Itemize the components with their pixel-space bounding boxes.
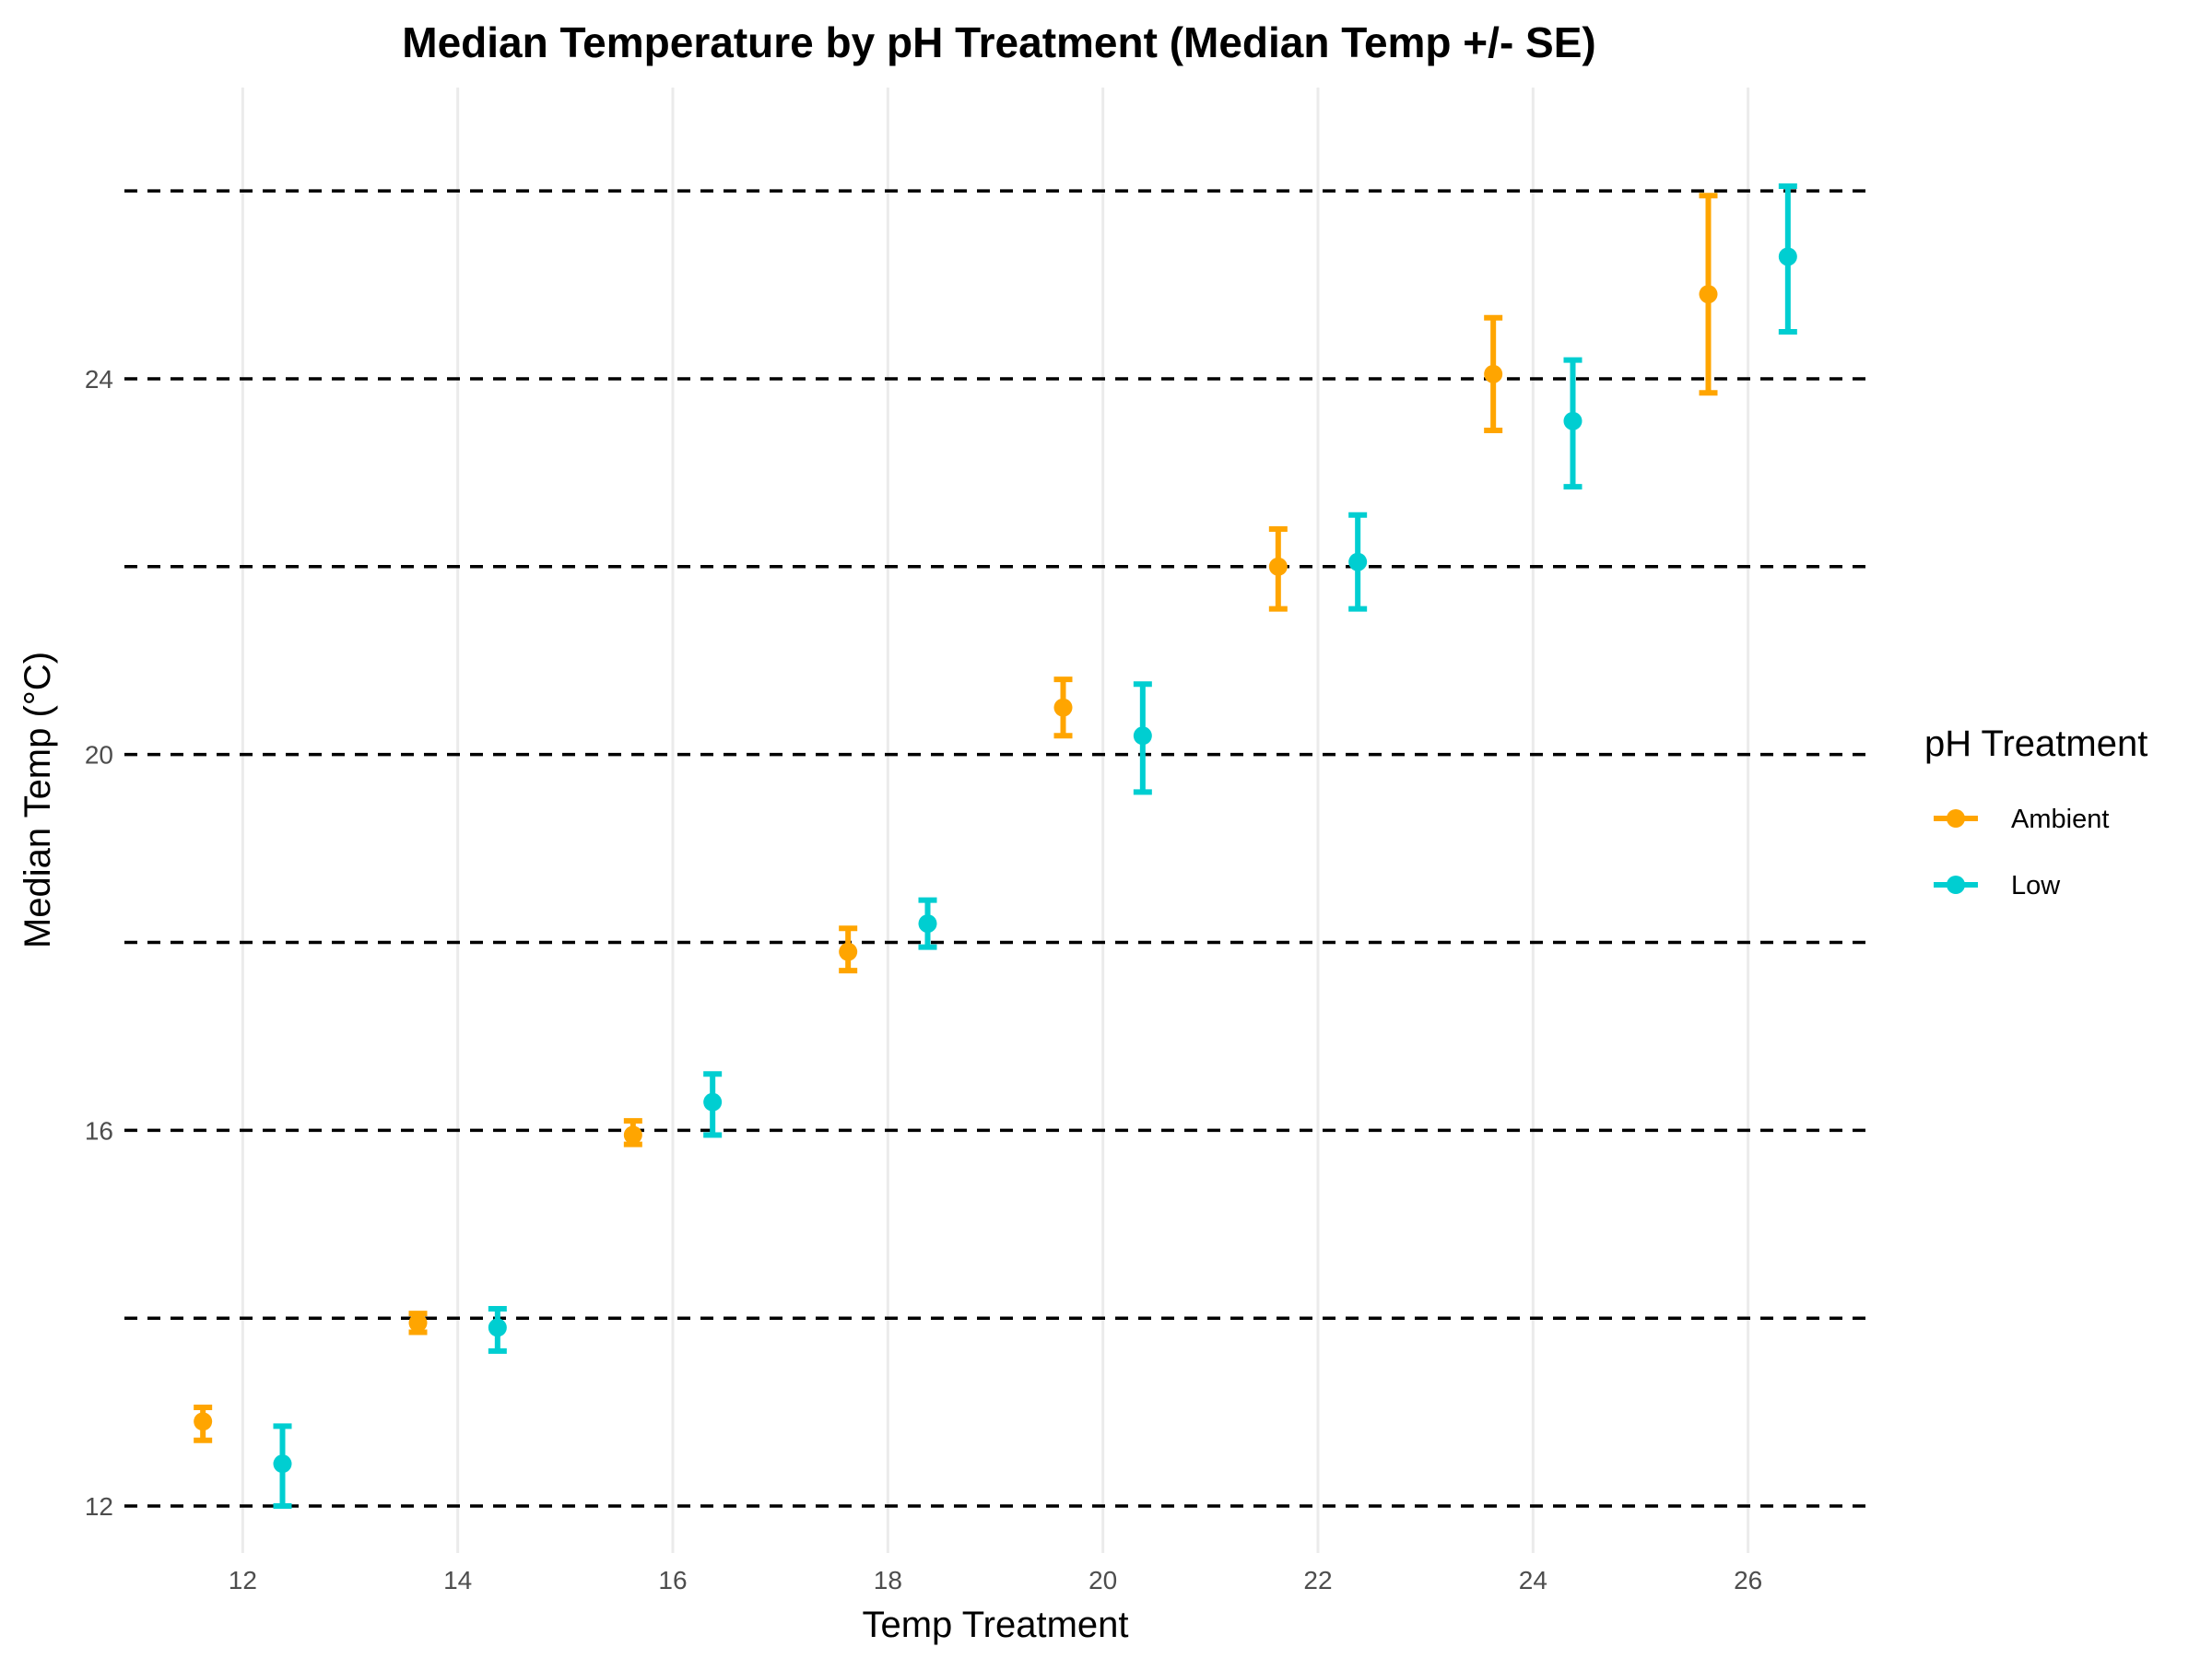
y-tick-label: 16	[85, 1116, 113, 1145]
series-ambient	[194, 193, 1718, 1443]
legend-item-low: Low	[1934, 871, 2061, 900]
x-axis-title: Temp Treatment	[862, 1605, 1128, 1645]
data-point	[1133, 726, 1152, 746]
chart-title: Median Temperature by pH Treatment (Medi…	[402, 18, 1595, 66]
x-axis-ticks: 12 14 16 18 20 22 24 26	[229, 1566, 1762, 1594]
series-layer	[194, 183, 1797, 1510]
y-axis-title: Median Temp (°C)	[18, 652, 58, 948]
x-tick-label: 16	[658, 1566, 687, 1594]
data-point	[273, 1454, 292, 1474]
legend-item-ambient: Ambient	[1934, 805, 2109, 834]
grid-layer	[241, 88, 1750, 1553]
data-point	[1348, 552, 1368, 571]
data-point	[623, 1125, 642, 1145]
data-point	[1268, 557, 1288, 576]
legend-key-point	[1947, 809, 1965, 828]
x-tick-label: 22	[1303, 1566, 1332, 1594]
legend-label: Low	[2011, 871, 2061, 900]
x-tick-label: 18	[874, 1566, 902, 1594]
x-tick-label: 20	[1088, 1566, 1117, 1594]
y-tick-label: 20	[85, 741, 113, 770]
legend-items: Ambient Low	[1934, 805, 2109, 900]
data-point	[839, 942, 858, 961]
data-point	[1699, 285, 1718, 304]
data-point	[703, 1092, 723, 1112]
legend: pH Treatment Ambient Low	[1924, 724, 2147, 900]
data-point	[1563, 411, 1583, 430]
y-tick-label: 12	[85, 1492, 113, 1521]
x-tick-label: 14	[443, 1566, 472, 1594]
data-point	[488, 1318, 507, 1337]
data-point	[1484, 364, 1503, 383]
data-point	[1053, 698, 1073, 717]
series-low	[273, 183, 1797, 1510]
data-point	[918, 914, 937, 934]
y-axis-ticks: 12 16 20 24	[85, 365, 113, 1521]
x-tick-label: 24	[1519, 1566, 1547, 1594]
legend-key-point	[1947, 876, 1965, 894]
data-point	[1778, 247, 1797, 266]
legend-label: Ambient	[2011, 805, 2109, 834]
data-point	[194, 1412, 213, 1431]
data-point	[408, 1313, 428, 1333]
x-tick-label: 26	[1734, 1566, 1762, 1594]
reference-lines	[124, 189, 1866, 1508]
x-tick-label: 12	[229, 1566, 257, 1594]
legend-title: pH Treatment	[1924, 724, 2147, 764]
y-tick-label: 24	[85, 365, 113, 394]
